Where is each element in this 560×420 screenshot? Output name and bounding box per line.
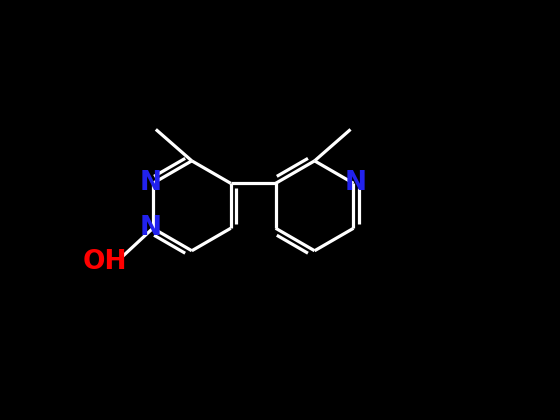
Text: N: N [140, 215, 162, 241]
Text: N: N [140, 171, 162, 196]
Text: OH: OH [82, 249, 127, 275]
Text: N: N [344, 171, 367, 196]
